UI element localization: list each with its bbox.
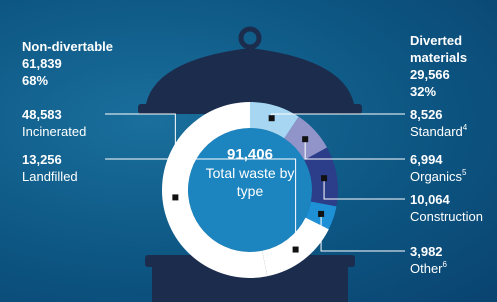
leader-dot [321,175,327,181]
leader-dot [172,194,178,200]
footnote-mark: 6 [443,260,447,269]
series-name: Other6 [410,260,447,277]
series-name: Construction [410,208,483,225]
total-caption: Total waste by type [202,164,298,200]
series-name: Incinerated [22,123,86,140]
group-share: 68% [22,72,113,89]
group-value: 61,839 [22,55,113,72]
total-value: 91,406 [190,146,310,164]
infographic: 91,406 Total waste by type Non-divertabl… [0,0,497,302]
leader-dot [318,211,324,217]
group-value: 29,566 [410,66,480,83]
footnote-mark: 5 [462,168,466,177]
series-name-text: Other [410,261,443,276]
group-share: 32% [410,83,480,100]
series-name-text: Construction [410,209,483,224]
series-name: Standard4 [410,123,467,140]
series-value: 8,526 [410,106,467,123]
series-name-text: Incinerated [22,124,86,139]
footnote-mark: 4 [463,123,467,132]
leader-dot [269,115,275,121]
series-name: Landfilled [22,168,78,185]
center-text: 91,406 Total waste by type [190,146,310,200]
series-value: 6,994 [410,151,466,168]
series-value: 48,583 [22,106,86,123]
leader-line [321,214,405,251]
series-name-text: Standard [410,124,463,139]
series-name-text: Organics [410,169,462,184]
group-name: Diverted materials [410,32,480,66]
leader-dot [302,136,308,142]
series-name-text: Landfilled [22,169,78,184]
group-name: Non-divertable [22,38,113,55]
leader-dot [293,247,299,253]
series-name: Organics5 [410,168,466,185]
series-value: 3,982 [410,243,447,260]
series-value: 13,256 [22,151,78,168]
series-value: 10,064 [410,191,483,208]
